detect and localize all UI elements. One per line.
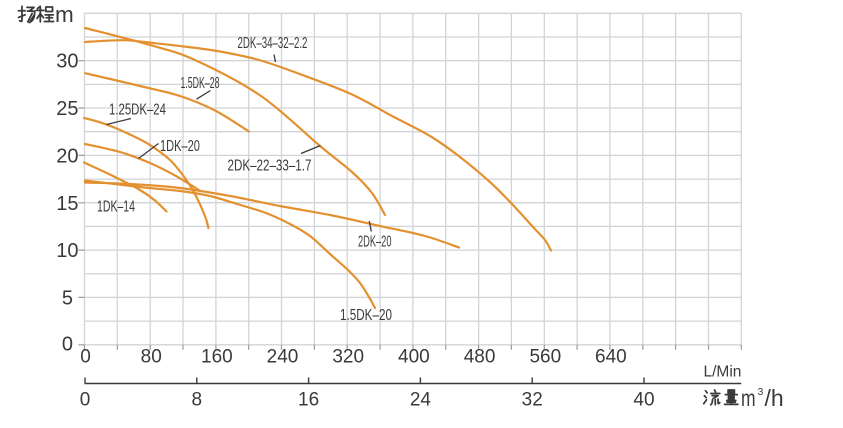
svg-text:m: m: [55, 2, 74, 27]
svg-text:15: 15: [56, 193, 78, 215]
svg-text:L/Min: L/Min: [704, 364, 742, 381]
svg-text:160: 160: [201, 346, 233, 367]
svg-text:25: 25: [56, 98, 78, 120]
svg-text:1DK–14: 1DK–14: [97, 197, 135, 215]
svg-text:480: 480: [464, 346, 496, 367]
svg-text:40: 40: [633, 390, 654, 411]
svg-text:2DK–20: 2DK–20: [358, 232, 391, 250]
svg-text:1.25DK–24: 1.25DK–24: [109, 101, 166, 118]
svg-text:320: 320: [332, 346, 364, 367]
svg-text:/h: /h: [765, 385, 784, 411]
svg-text:16: 16: [298, 390, 319, 411]
svg-text:1.5DK–28: 1.5DK–28: [181, 75, 220, 92]
svg-text:2DK–34–32–2.2: 2DK–34–32–2.2: [238, 34, 308, 52]
svg-text:32: 32: [522, 390, 543, 411]
svg-text:10: 10: [56, 240, 78, 262]
svg-text:24: 24: [410, 390, 432, 411]
svg-text:0: 0: [80, 346, 91, 367]
svg-text:0: 0: [80, 390, 91, 411]
svg-text:640: 640: [595, 346, 627, 367]
svg-text:20: 20: [56, 145, 78, 167]
svg-text:5: 5: [62, 287, 73, 309]
svg-text:m: m: [741, 387, 756, 412]
svg-text:30: 30: [56, 51, 78, 73]
svg-text:1.5DK–20: 1.5DK–20: [340, 307, 392, 324]
svg-text:3: 3: [758, 386, 764, 398]
svg-text:400: 400: [398, 346, 430, 367]
svg-text:560: 560: [529, 346, 561, 367]
svg-text:80: 80: [141, 346, 162, 367]
svg-text:0: 0: [62, 333, 73, 355]
svg-text:2DK–22–33–1.7: 2DK–22–33–1.7: [228, 157, 312, 174]
svg-text:240: 240: [267, 346, 299, 367]
svg-text:8: 8: [192, 390, 203, 411]
svg-text:1DK–20: 1DK–20: [160, 137, 200, 154]
